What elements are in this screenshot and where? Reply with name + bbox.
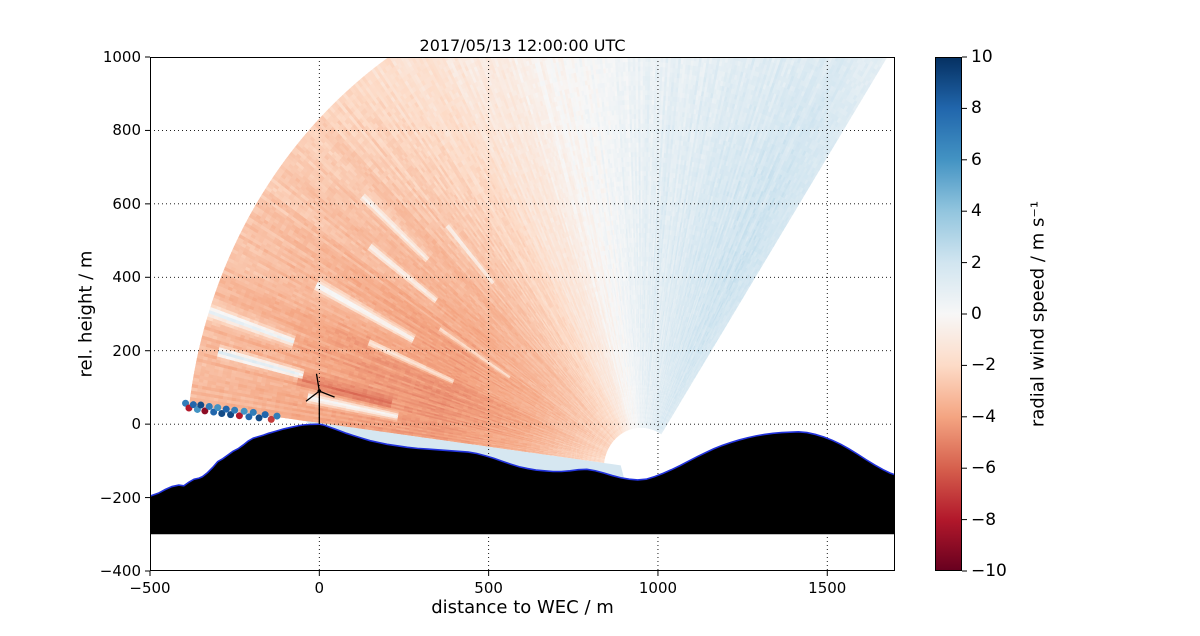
y-axis-label: rel. height / m: [75, 250, 97, 378]
colorbar-tick-label: 0: [971, 304, 982, 324]
colorbar-tick-label: 6: [971, 149, 982, 170]
colorbar-label: radial wind speed / m s⁻¹: [1027, 200, 1049, 428]
colorbar-tick-label: 2: [971, 252, 982, 273]
y-tick-label: −200: [99, 488, 141, 507]
x-tick-label: 1000: [638, 579, 678, 597]
y-tick-label: 0: [131, 415, 141, 434]
colorbar-tick-label: −6: [971, 458, 997, 479]
plot-title: 2017/05/13 12:00:00 UTC: [419, 36, 626, 55]
y-tick-label: 600: [112, 194, 141, 213]
colorbar-tick-label: 10: [971, 47, 993, 67]
x-tick-label: −500: [129, 579, 171, 597]
y-tick-label: 400: [112, 268, 141, 287]
x-tick-label: 1500: [808, 579, 847, 597]
y-tick-label: −400: [99, 562, 141, 580]
x-axis-label: distance to WEC / m: [431, 597, 614, 618]
y-tick-label: 200: [112, 341, 141, 360]
y-tick-label: 1000: [102, 48, 141, 66]
colorbar-tick-label: −4: [971, 406, 997, 427]
colorbar-tick-label: 4: [971, 201, 982, 222]
x-tick-label: 500: [474, 579, 503, 597]
y-tick-label: 800: [112, 121, 141, 140]
colorbar-tick-label: −8: [971, 509, 997, 530]
colorbar-tick-label: −2: [971, 355, 997, 376]
colorbar-tick-label: −10: [971, 561, 1007, 581]
x-tick-label: 0: [314, 579, 325, 597]
colorbar-tick-label: 8: [971, 98, 982, 119]
